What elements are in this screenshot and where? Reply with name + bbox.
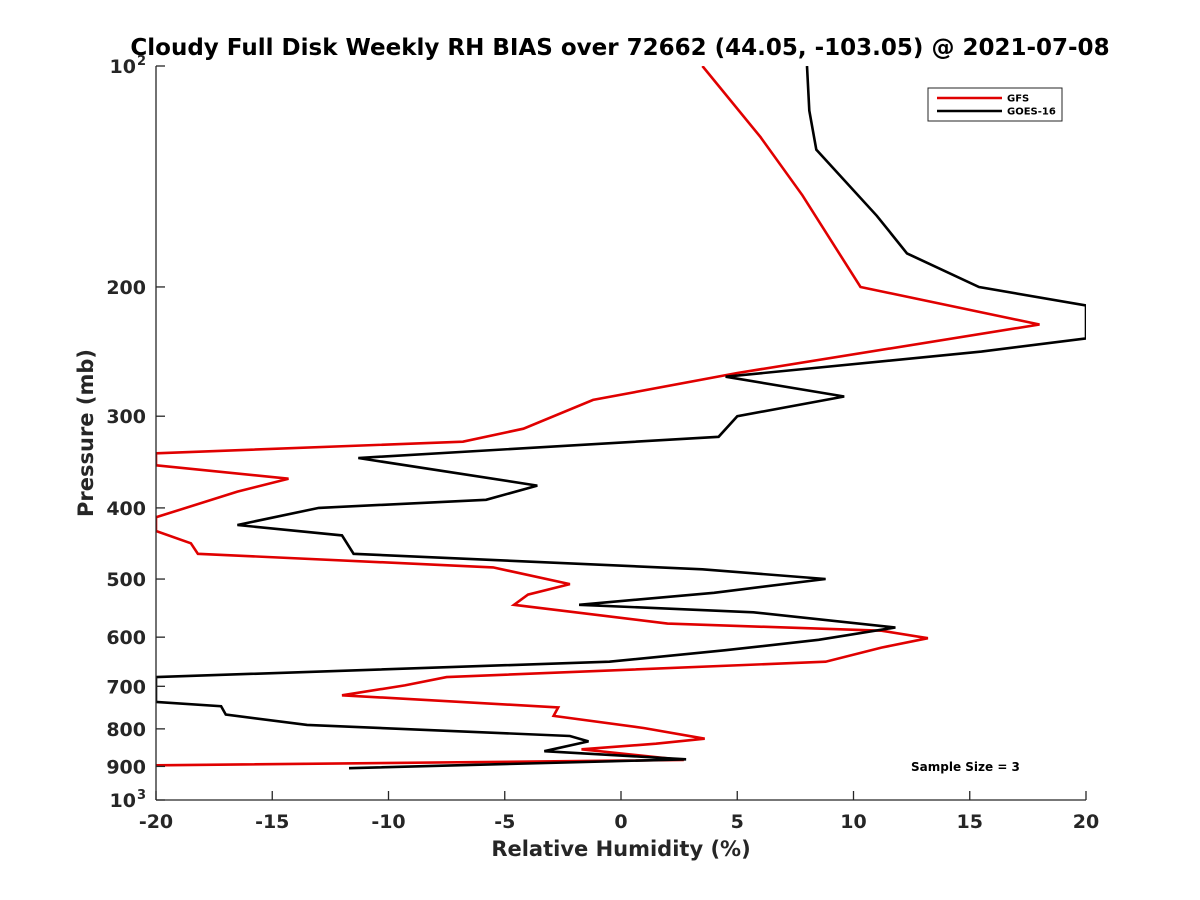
x-tick-label: -20: [139, 811, 173, 833]
series-line-goes16: [156, 66, 1086, 770]
x-tick-label: 10: [840, 811, 866, 833]
y-tick-label: 800: [106, 719, 146, 741]
y-tick-label: 400: [106, 498, 146, 520]
x-ticks: -20 -15 -10 -5 0 5 10 15 20: [139, 791, 1099, 833]
x-tick-label: 20: [1073, 811, 1099, 833]
sample-size-annotation: Sample Size = 3: [911, 760, 1020, 774]
plot-area: [156, 66, 1086, 800]
chart-title: Cloudy Full Disk Weekly RH BIAS over 726…: [130, 35, 1109, 61]
x-tick-label: -10: [371, 811, 405, 833]
legend: GFS GOES-16: [927, 87, 1063, 122]
y-tick-label: 600: [106, 627, 146, 649]
y-tick-label: 10: [110, 56, 136, 78]
x-tick-label: 15: [957, 811, 983, 833]
y-axis-title: Pressure (mb): [74, 349, 98, 517]
y-tick-label: 10: [110, 790, 136, 812]
series-group: [156, 66, 1086, 770]
legend-label-goes16: GOES-16: [1007, 107, 1056, 118]
x-axis-title: Relative Humidity (%): [491, 837, 750, 861]
x-tick-label: -15: [255, 811, 289, 833]
y-tick-label: 900: [106, 756, 146, 778]
x-tick-label: 5: [731, 811, 744, 833]
x-tick-label: -5: [494, 811, 515, 833]
series-line-gfs: [156, 66, 1040, 767]
y-tick-label: 700: [106, 676, 146, 698]
y-tick-label: 300: [106, 406, 146, 428]
y-tick-exponent: 2: [137, 54, 146, 69]
legend-box: [927, 87, 1063, 122]
y-tick-label: 200: [106, 277, 146, 299]
x-tick-label: 0: [614, 811, 627, 833]
legend-label-gfs: GFS: [1007, 94, 1029, 105]
y-tick-label: 500: [106, 569, 146, 591]
y-tick-exponent: 3: [137, 788, 146, 803]
